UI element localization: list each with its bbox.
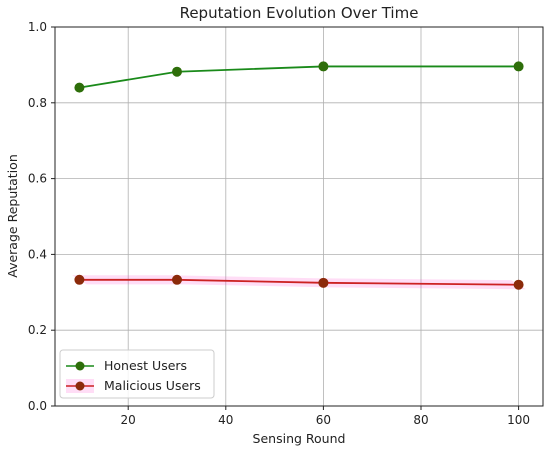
honest-users-point (172, 66, 182, 77)
axis-ticks: 20 40 60 80 100 0.0 0.2 0.4 0.6 0.8 1.0 (28, 20, 530, 427)
malicious-users-point (74, 274, 85, 285)
x-tick-label: 40 (218, 413, 233, 427)
malicious-users-point (318, 277, 329, 288)
y-tick-label: 0.8 (28, 96, 47, 110)
y-tick-label: 0.6 (28, 172, 47, 186)
x-tick-label: 20 (121, 413, 136, 427)
y-axis-title: Average Reputation (5, 154, 20, 277)
y-tick-label: 0.4 (28, 247, 47, 261)
legend-frame (59, 349, 215, 399)
series (74, 61, 524, 290)
honest-users-point (513, 61, 524, 72)
chart-title: Reputation Evolution Over Time (180, 4, 419, 22)
y-tick-label: 0.0 (28, 399, 47, 413)
legend-label-malicious: Malicious Users (104, 378, 201, 393)
honest-users-line (79, 65, 519, 89)
legend-label-honest: Honest Users (104, 358, 187, 373)
legend-entry-malicious: Malicious Users (66, 378, 201, 393)
legend-entry-honest: Honest Users (66, 358, 187, 373)
honest-users-point (318, 61, 329, 72)
plot-frame (54, 26, 544, 407)
x-axis-title: Sensing Round (253, 431, 346, 446)
malicious-users-line (79, 278, 519, 286)
malicious-users-point (172, 274, 182, 285)
honest-users-point (74, 82, 85, 93)
x-tick-label: 60 (316, 413, 331, 427)
legend-marker-malicious (75, 381, 85, 391)
y-tick-label: 1.0 (28, 20, 47, 34)
x-tick-label: 100 (507, 413, 530, 427)
legend-marker-honest (75, 361, 85, 371)
y-tick-label: 0.2 (28, 323, 47, 337)
malicious-users-point (513, 279, 524, 290)
x-tick-label: 80 (413, 413, 428, 427)
legend: Honest Users Malicious Users (59, 349, 215, 399)
